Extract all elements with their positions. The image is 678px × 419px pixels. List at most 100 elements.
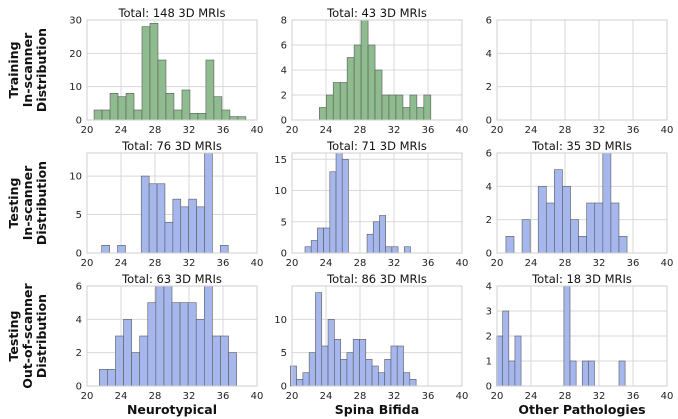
- histogram-bar: [139, 335, 149, 387]
- y-tick-label: 20: [69, 49, 82, 60]
- panel-title: Total: 76 3D MRIs: [121, 139, 222, 153]
- row-label: TestingOut-of-scannerDistribution: [6, 282, 49, 388]
- histogram-bar: [163, 285, 173, 387]
- row-label-text: TrainingIn-scannerDistribution: [6, 28, 49, 112]
- histogram-bar: [157, 59, 167, 121]
- histogram-bar: [164, 221, 174, 254]
- x-tick-label: 20: [81, 391, 94, 402]
- histogram-bar: [323, 227, 331, 254]
- x-tick-label: 32: [388, 125, 401, 136]
- histogram-bar: [385, 246, 393, 254]
- x-tick-label: 36: [422, 125, 435, 136]
- y-tick-label: 0: [76, 249, 82, 260]
- x-tick-label: 40: [661, 125, 674, 136]
- histogram-bar: [123, 319, 132, 387]
- x-tick-label: 28: [559, 391, 572, 402]
- x-tick-label: 24: [320, 391, 333, 402]
- histogram-bar: [610, 202, 620, 254]
- panel-title: Total: 35 3D MRIs: [531, 139, 632, 153]
- histogram-bar: [335, 152, 343, 254]
- x-tick-label: 20: [286, 391, 299, 402]
- histogram-bar: [388, 94, 397, 121]
- histogram-bar: [578, 236, 587, 254]
- row-label: TrainingIn-scannerDistribution: [6, 28, 49, 112]
- histogram-bar: [117, 245, 126, 254]
- y-tick-label: 6: [76, 282, 82, 293]
- x-tick-label: 28: [149, 125, 162, 136]
- histogram-bar: [149, 23, 159, 121]
- histogram-bar: [148, 183, 158, 254]
- histogram-bar: [156, 183, 166, 254]
- histogram-bar: [173, 109, 183, 121]
- histogram-bar: [195, 319, 205, 387]
- x-tick-label: 32: [593, 125, 606, 136]
- panel-frame: [496, 152, 668, 254]
- histogram-bar: [93, 109, 103, 121]
- x-tick-label: 28: [354, 391, 367, 402]
- histogram-bar: [505, 236, 515, 254]
- row-label-line: Out-of-scanner: [20, 282, 35, 388]
- histogram-bar: [545, 202, 555, 254]
- histogram-bar: [228, 352, 237, 387]
- histogram-bar: [318, 107, 327, 121]
- y-tick-label: 10: [274, 315, 287, 326]
- histogram-bar: [117, 96, 127, 121]
- histogram-bar: [371, 365, 379, 387]
- panel-frame: [496, 285, 668, 387]
- x-tick-label: 32: [593, 258, 606, 269]
- histogram-bar: [372, 221, 380, 254]
- histogram-bar: [346, 352, 354, 387]
- panel-frame: [86, 152, 258, 254]
- panel-title: Total: 86 3D MRIs: [326, 272, 427, 286]
- histogram-bar: [181, 89, 191, 121]
- histogram-bar: [618, 360, 626, 387]
- histogram-bar: [133, 109, 143, 121]
- y-tick-label: 5: [281, 217, 287, 228]
- row-label: TestingIn-scannerDistribution: [6, 161, 49, 245]
- y-tick-label: 6: [486, 16, 492, 27]
- column-label: Neurotypical: [127, 402, 217, 417]
- panel-frame: [291, 19, 463, 121]
- histogram-bar: [332, 82, 341, 121]
- histogram-bar: [140, 175, 150, 254]
- histogram-bar: [308, 352, 316, 387]
- x-tick-label: 36: [217, 125, 230, 136]
- histogram-bar: [304, 246, 312, 254]
- histogram-bar: [179, 302, 189, 387]
- y-tick-label: 4: [486, 182, 492, 193]
- histogram-bar: [521, 219, 531, 254]
- histogram-bar: [101, 245, 110, 254]
- histogram-bar: [502, 310, 510, 387]
- y-tick-label: 1: [486, 357, 492, 368]
- x-tick-label: 24: [115, 125, 128, 136]
- histogram-bar: [172, 198, 182, 254]
- y-tick-label: 0: [76, 116, 82, 127]
- histogram-panel: 20 24 28 32 36 40 0 1 2 3 4 Total: 18 3D MRIs: [486, 272, 674, 402]
- y-tick-label: 5: [281, 348, 287, 359]
- histogram-bar: [315, 292, 323, 387]
- panel-title: Total: 71 3D MRIs: [326, 139, 427, 153]
- y-tick-label: 6: [281, 41, 287, 52]
- histogram-bar: [289, 365, 297, 387]
- histogram-bar: [391, 246, 399, 254]
- histogram-bar: [403, 372, 411, 387]
- y-tick-label: 0: [281, 116, 287, 127]
- x-tick-label: 20: [491, 125, 504, 136]
- histogram-bar: [321, 345, 329, 387]
- histogram-bar: [353, 44, 362, 121]
- y-tick-label: 2: [486, 332, 492, 343]
- histogram-bar: [360, 19, 369, 121]
- histogram-bar: [396, 345, 404, 387]
- x-tick-label: 20: [81, 125, 94, 136]
- histogram-bar: [296, 379, 304, 387]
- x-tick-label: 36: [217, 258, 230, 269]
- column-label: Spina Bifida: [335, 402, 419, 417]
- x-tick-label: 28: [149, 258, 162, 269]
- histogram-bar: [390, 345, 398, 387]
- y-tick-label: 4: [76, 315, 82, 326]
- x-tick-label: 20: [81, 258, 94, 269]
- histogram-bar: [188, 198, 197, 254]
- x-tick-label: 40: [456, 125, 469, 136]
- histogram-bar: [423, 94, 432, 121]
